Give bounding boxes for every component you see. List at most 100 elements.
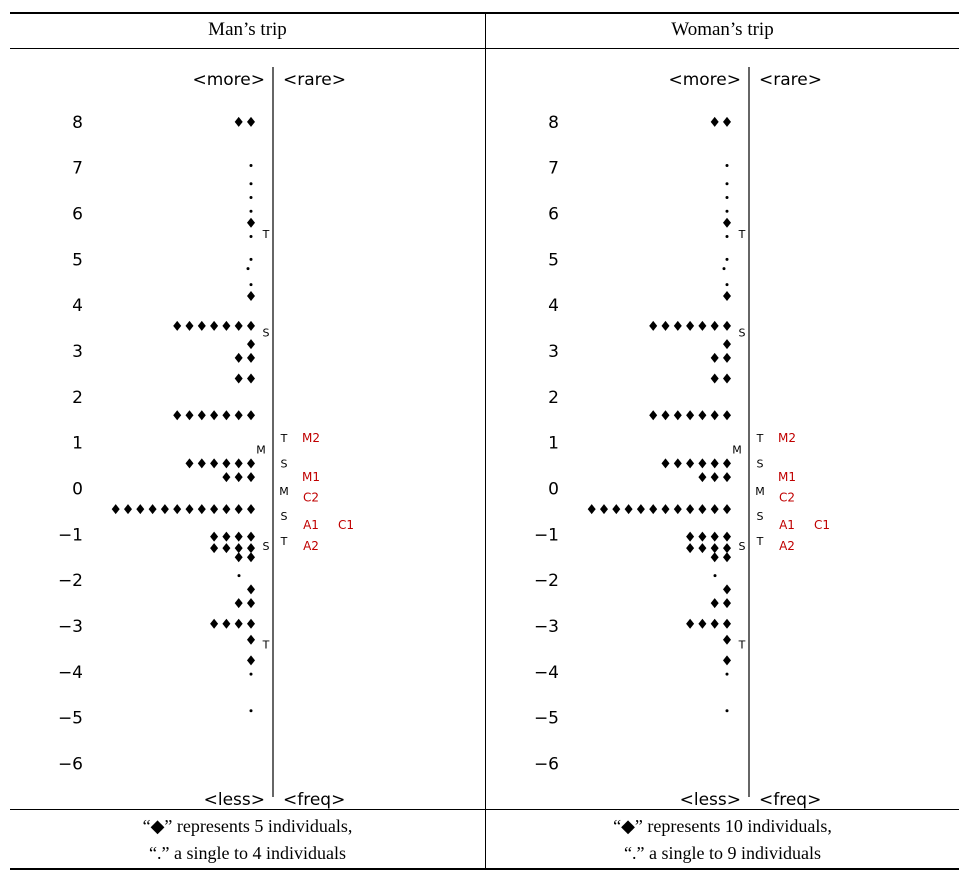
note-woman-line2: “.” a single to 9 individuals [624,843,821,863]
dot-marker [249,196,253,200]
diamond-marker [234,320,243,331]
diamond-marker [723,552,731,563]
diamond-marker [210,504,219,515]
y-tick-label: 1 [548,434,559,454]
dot-marker [725,209,729,213]
label-less: <less> [680,790,741,809]
diamond-marker [222,410,231,421]
bottom-rule [10,868,959,870]
outer-marker: M [279,485,289,498]
dot-marker [249,209,253,213]
y-tick-label: 2 [72,388,83,408]
label-rare: <rare> [759,70,822,90]
outer-marker: T [756,432,764,445]
diamond-marker [247,504,255,515]
footer-rule [10,809,959,810]
diamond-marker [210,618,219,629]
dot-marker [249,163,253,167]
diamond-marker [612,504,621,515]
inner-marker: S [739,540,746,553]
dot-marker [249,234,253,238]
diamond-marker [710,552,719,563]
y-tick-label: 5 [548,250,559,270]
diamond-marker [723,320,731,331]
diamond-marker [148,504,157,515]
dot-marker [725,120,729,124]
outer-marker: S [281,457,288,470]
header-man: Man’s trip [208,19,287,40]
diamond-marker [686,531,695,542]
diamond-marker [222,543,231,554]
diamond-marker [710,598,719,609]
diamond-marker [124,504,132,515]
inner-marker: S [263,540,270,553]
diamond-marker [247,291,255,302]
diamond-marker [197,458,206,469]
diamond-marker [661,320,670,331]
red-label: A2 [303,539,319,553]
outer-marker: S [757,510,764,523]
red-label: M2 [302,431,320,445]
diamond-marker [649,320,658,331]
red-label: A2 [779,539,795,553]
label-freq: <freq> [283,790,345,809]
outer-marker: T [280,535,288,548]
diamond-marker [247,552,255,563]
diamond-marker [173,410,182,421]
diamond-marker [247,598,255,609]
diamond-marker [234,458,243,469]
diamond-marker [686,410,695,421]
diamond-marker [222,618,231,629]
outer-marker: T [280,432,288,445]
diamond-marker [234,552,243,563]
note-man-line1: “◆” represents 5 individuals, [142,816,353,836]
y-tick-label: 7 [72,159,83,179]
label-freq: <freq> [759,790,821,809]
diamond-marker [136,504,145,515]
dot-marker [249,182,253,186]
diamond-marker [723,655,731,666]
diamond-marker [210,320,219,331]
diamond-marker [247,339,255,350]
diamond-marker [222,320,231,331]
y-tick-label: −3 [58,617,83,637]
dot-marker [249,283,253,287]
dot-marker [722,267,726,271]
y-tick-label: 0 [72,480,83,500]
diamond-marker [210,531,219,542]
diamond-marker [723,504,731,515]
diamond-marker [686,458,695,469]
diamond-marker [686,504,695,515]
inner-marker: M [256,444,266,457]
diamond-marker [710,410,719,421]
diamond-marker [698,543,707,554]
diamond-marker [710,543,719,554]
diamond-marker [247,320,255,331]
dot-marker [725,234,729,238]
note-man-line2: “.” a single to 4 individuals [149,843,346,863]
red-label: C1 [338,518,354,532]
diamond-marker [710,618,719,629]
diamond-marker [723,217,731,228]
y-tick-label: −1 [58,525,83,545]
diamond-marker [222,504,231,515]
red-label: C1 [814,518,830,532]
diamond-marker [247,373,255,384]
outer-marker: S [281,510,288,523]
y-tick-label: 4 [72,296,83,316]
diamond-marker [247,472,255,483]
dot-marker [725,257,729,261]
dot-marker [725,182,729,186]
diamond-marker [247,584,255,595]
header-rule [10,48,959,49]
dot-marker [246,267,250,271]
y-tick-label: 1 [72,434,83,454]
diamond-marker [723,543,731,554]
diamond-marker [710,352,719,363]
red-label: M1 [778,470,796,484]
diamond-marker [185,504,194,515]
diamond-marker [723,531,731,542]
diamond-marker [723,634,731,645]
red-label: M1 [302,470,320,484]
outer-marker: T [756,535,764,548]
